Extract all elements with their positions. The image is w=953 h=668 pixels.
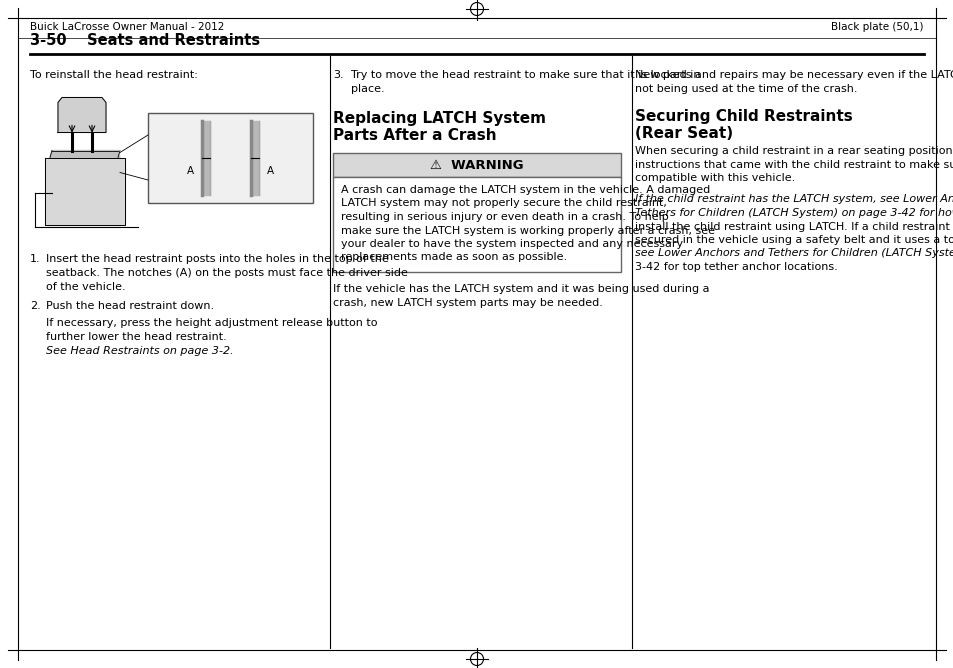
Text: 3.: 3. [333, 70, 343, 80]
Text: of the vehicle.: of the vehicle. [46, 281, 126, 291]
Text: install the child restraint using LATCH. If a child restraint is: install the child restraint using LATCH.… [635, 222, 953, 232]
Polygon shape [201, 120, 210, 194]
Text: Push the head restraint down.: Push the head restraint down. [46, 301, 213, 311]
Text: If the child restraint has the LATCH system, see Lower Anchors and: If the child restraint has the LATCH sys… [635, 194, 953, 204]
Text: Replacing LATCH System: Replacing LATCH System [333, 111, 545, 126]
Text: 1.: 1. [30, 255, 41, 265]
Text: If necessary, press the height adjustment release button to: If necessary, press the height adjustmen… [46, 319, 377, 329]
Text: instructions that came with the child restraint to make sure it is: instructions that came with the child re… [635, 160, 953, 170]
Text: A crash can damage the LATCH system in the vehicle. A damaged: A crash can damage the LATCH system in t… [340, 185, 709, 195]
FancyBboxPatch shape [333, 153, 620, 177]
Polygon shape [45, 158, 125, 224]
Text: Black plate (50,1): Black plate (50,1) [831, 22, 923, 32]
Text: New parts and repairs may be necessary even if the LATCH system was: New parts and repairs may be necessary e… [635, 70, 953, 80]
Text: your dealer to have the system inspected and any necessary: your dealer to have the system inspected… [340, 239, 682, 249]
Text: (Rear Seat): (Rear Seat) [635, 126, 732, 141]
Text: Parts After a Crash: Parts After a Crash [333, 128, 497, 143]
Polygon shape [251, 120, 259, 194]
Text: LATCH system may not properly secure the child restraint,: LATCH system may not properly secure the… [340, 198, 666, 208]
Text: If the vehicle has the LATCH system and it was being used during a: If the vehicle has the LATCH system and … [333, 284, 709, 294]
FancyBboxPatch shape [333, 177, 620, 272]
Text: not being used at the time of the crash.: not being used at the time of the crash. [635, 84, 857, 94]
Text: place.: place. [351, 84, 384, 94]
Text: Securing Child Restraints: Securing Child Restraints [635, 109, 852, 124]
Text: Insert the head restraint posts into the holes in the top of the: Insert the head restraint posts into the… [46, 255, 388, 265]
Text: Try to move the head restraint to make sure that it is locked in: Try to move the head restraint to make s… [351, 70, 700, 80]
Text: See Head Restraints on page 3-2.: See Head Restraints on page 3-2. [46, 345, 233, 355]
Polygon shape [58, 98, 106, 132]
Text: 3-50    Seats and Restraints: 3-50 Seats and Restraints [30, 33, 260, 48]
Text: To reinstall the head restraint:: To reinstall the head restraint: [30, 70, 197, 80]
Text: Tethers for Children (LATCH System) on page 3-42 for how and where to: Tethers for Children (LATCH System) on p… [635, 208, 953, 218]
Polygon shape [50, 150, 120, 158]
Text: secured in the vehicle using a safety belt and it uses a top tether,: secured in the vehicle using a safety be… [635, 235, 953, 245]
Text: compatible with this vehicle.: compatible with this vehicle. [635, 173, 795, 183]
Text: see Lower Anchors and Tethers for Children (LATCH System) on page: see Lower Anchors and Tethers for Childr… [635, 248, 953, 259]
Text: ⚠  WARNING: ⚠ WARNING [430, 158, 523, 172]
Text: 3-42 for top tether anchor locations.: 3-42 for top tether anchor locations. [635, 262, 837, 272]
Text: crash, new LATCH system parts may be needed.: crash, new LATCH system parts may be nee… [333, 297, 602, 307]
Text: A: A [187, 166, 193, 176]
Text: 2.: 2. [30, 301, 41, 311]
Text: resulting in serious injury or even death in a crash. To help: resulting in serious injury or even deat… [340, 212, 668, 222]
FancyBboxPatch shape [148, 112, 313, 202]
Text: seatback. The notches (A) on the posts must face the driver side: seatback. The notches (A) on the posts m… [46, 268, 408, 278]
Text: A: A [267, 166, 274, 176]
Text: make sure the LATCH system is working properly after a crash, see: make sure the LATCH system is working pr… [340, 226, 714, 236]
Text: When securing a child restraint in a rear seating position, study the: When securing a child restraint in a rea… [635, 146, 953, 156]
Text: replacements made as soon as possible.: replacements made as soon as possible. [340, 253, 566, 263]
Text: further lower the head restraint.: further lower the head restraint. [46, 332, 227, 342]
Text: Buick LaCrosse Owner Manual - 2012: Buick LaCrosse Owner Manual - 2012 [30, 22, 224, 32]
